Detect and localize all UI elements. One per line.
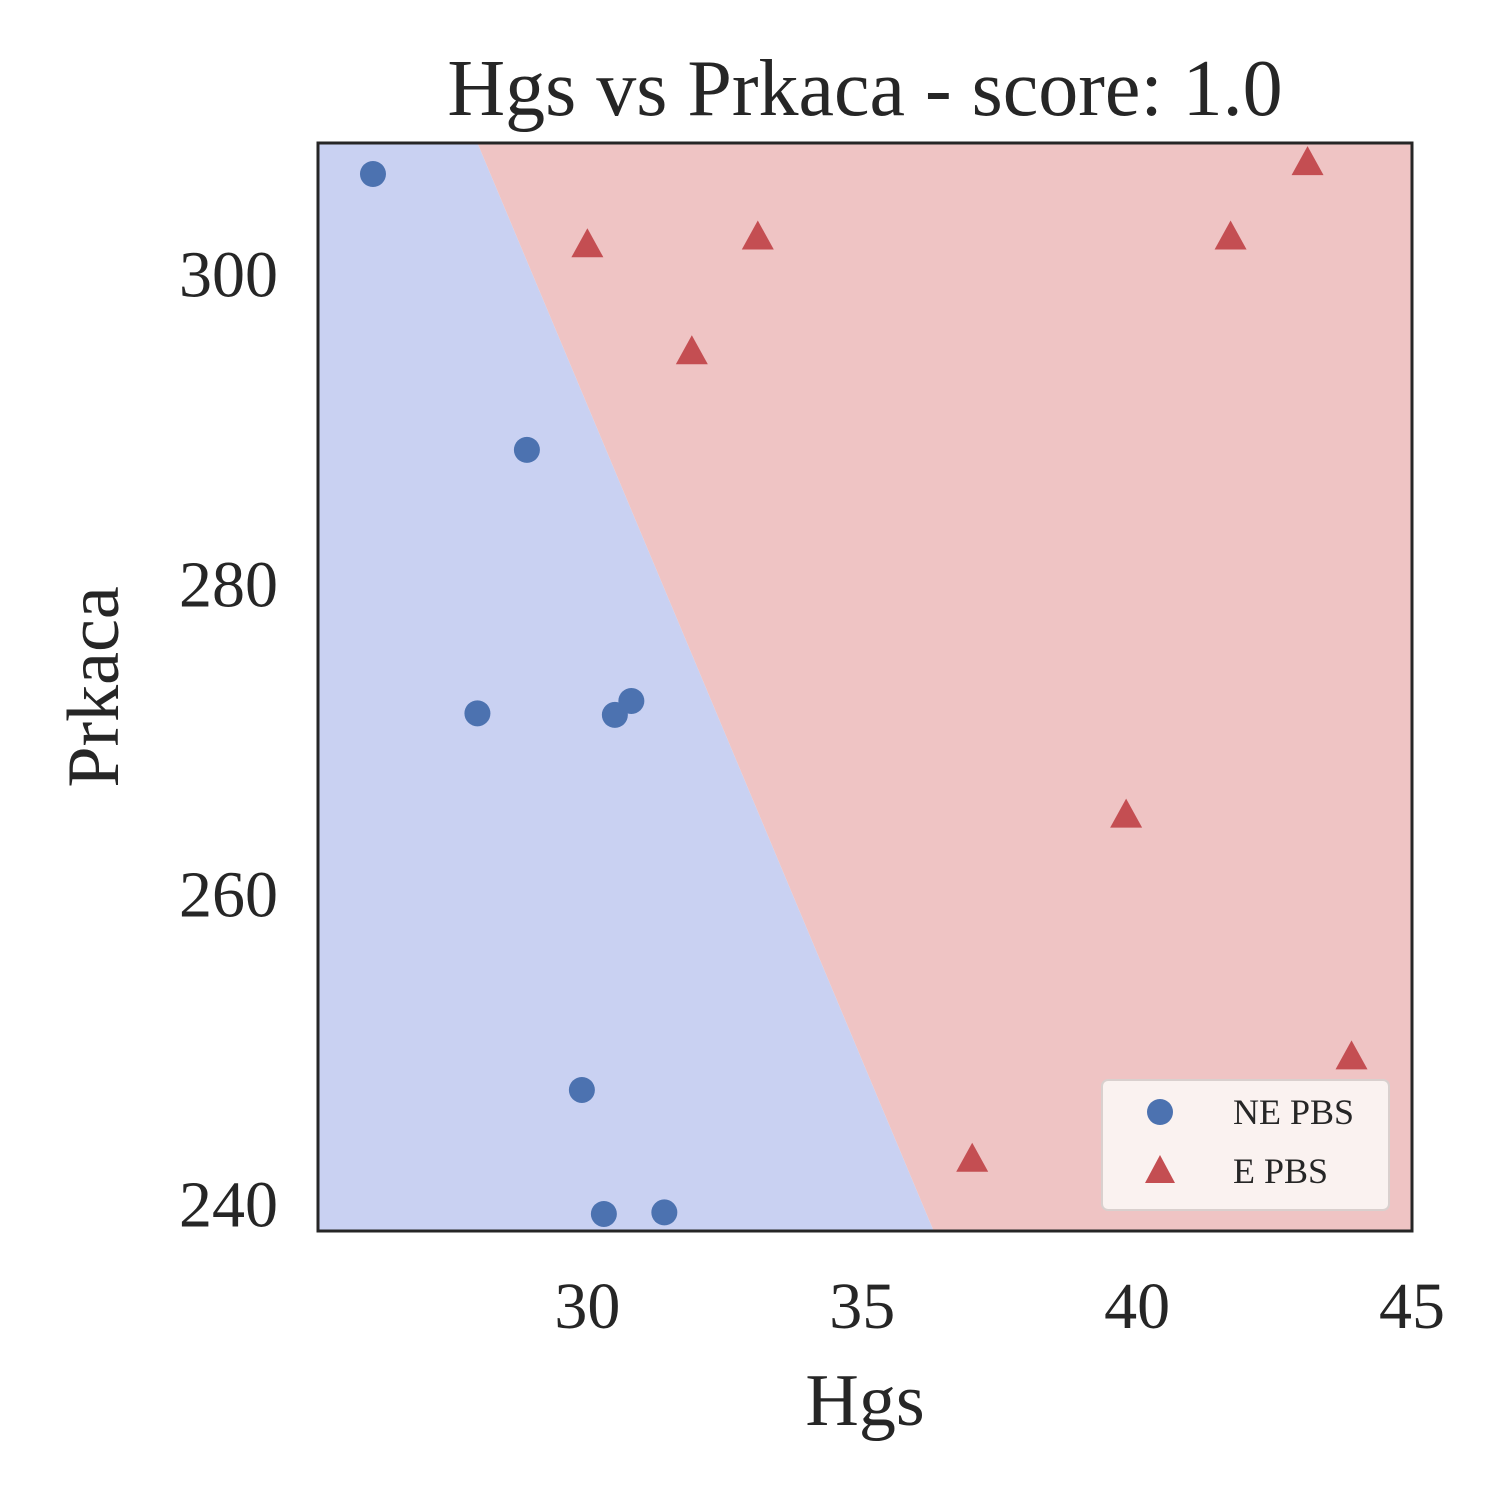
legend-label-ne-pbs: NE PBS — [1233, 1092, 1354, 1132]
legend-box — [1101, 1079, 1390, 1211]
y-axis-label: Prkaca — [53, 586, 135, 787]
point-e-pbs — [1291, 146, 1324, 176]
point-e-pbs — [1214, 220, 1247, 250]
point-e-pbs — [571, 228, 604, 258]
point-ne-pbs — [651, 1199, 678, 1226]
point-ne-pbs — [590, 1200, 617, 1227]
legend-marker-ne-pbs — [1147, 1099, 1173, 1125]
y-axis-ticks: 240 260 280 300 — [179, 239, 278, 1242]
point-e-pbs — [741, 220, 774, 250]
data-points — [359, 146, 1368, 1227]
ne-pbs-region — [318, 143, 934, 1231]
point-e-pbs — [1335, 1040, 1368, 1070]
x-tick-label: 35 — [829, 1270, 895, 1343]
point-ne-pbs — [618, 687, 645, 714]
y-tick-label: 280 — [179, 549, 278, 622]
legend-label-e-pbs: E PBS — [1233, 1151, 1328, 1191]
x-axis-ticks: 30 35 40 45 — [554, 1270, 1445, 1343]
e-pbs-region — [477, 143, 1412, 1231]
decision-regions — [318, 143, 1412, 1231]
legend-marker-e-pbs — [1145, 1155, 1175, 1183]
chart-title: Hgs vs Prkaca - score: 1.0 — [447, 45, 1282, 133]
x-tick-label: 30 — [554, 1270, 620, 1343]
legend: NE PBS E PBS — [1101, 1079, 1390, 1211]
point-e-pbs — [675, 335, 708, 365]
x-axis-label: Hgs — [805, 1360, 924, 1442]
x-tick-label: 45 — [1379, 1270, 1445, 1343]
point-ne-pbs — [464, 700, 491, 727]
point-ne-pbs — [568, 1076, 595, 1103]
y-tick-label: 260 — [179, 859, 278, 932]
plot-frame — [316, 141, 1414, 1233]
y-tick-label: 240 — [179, 1169, 278, 1242]
point-ne-pbs — [359, 160, 386, 187]
point-e-pbs — [956, 1142, 989, 1172]
point-ne-pbs — [513, 436, 540, 463]
x-tick-label: 40 — [1104, 1270, 1170, 1343]
y-tick-label: 300 — [179, 239, 278, 312]
point-e-pbs — [1110, 798, 1143, 828]
